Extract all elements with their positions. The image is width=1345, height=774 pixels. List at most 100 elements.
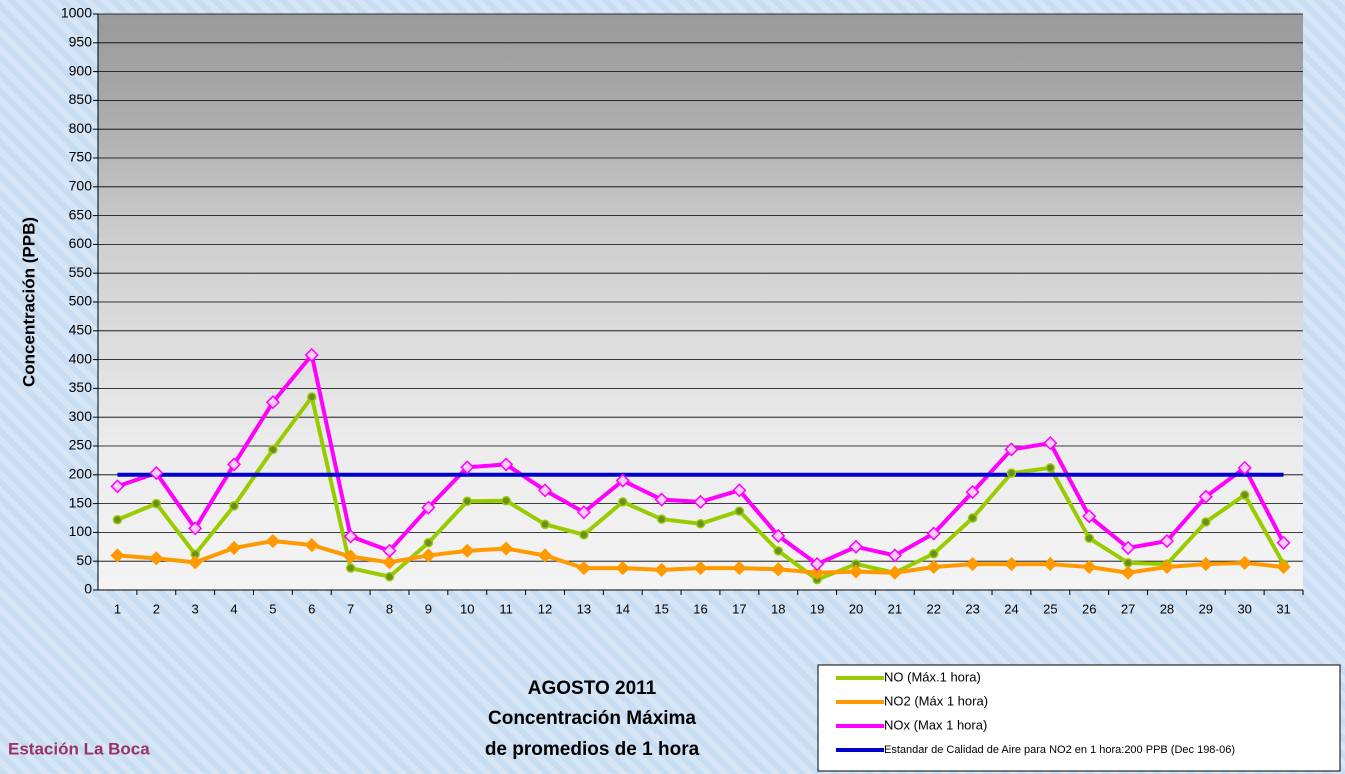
marker — [421, 500, 436, 515]
marker — [112, 514, 123, 525]
marker — [1198, 557, 1213, 572]
marker — [1043, 557, 1058, 572]
y-tick-label: 0 — [84, 581, 92, 597]
marker — [1084, 533, 1094, 543]
x-tick-label: 31 — [1276, 601, 1290, 616]
x-tick-label: 13 — [577, 601, 591, 616]
marker — [149, 551, 164, 566]
marker — [654, 562, 669, 577]
legend-label: NOx (Max 1 hora) — [884, 717, 987, 732]
legend-label: NO (Máx.1 hora) — [884, 669, 981, 684]
marker — [423, 538, 434, 548]
marker — [268, 444, 278, 455]
marker — [265, 533, 280, 549]
x-tick-label: 3 — [192, 601, 199, 616]
chart-title: AGOSTO 2011 — [528, 678, 657, 699]
marker — [540, 519, 550, 530]
y-tick-label: 700 — [69, 178, 93, 194]
x-tick-label: 11 — [499, 601, 513, 616]
marker — [1006, 468, 1017, 478]
y-tick-label: 550 — [69, 264, 93, 280]
y-tick-label: 450 — [69, 322, 93, 338]
marker — [771, 562, 786, 577]
y-tick-label: 50 — [76, 552, 92, 568]
marker — [1201, 517, 1211, 527]
x-tick-label: 8 — [386, 601, 393, 616]
marker — [1276, 559, 1291, 575]
y-tick-label: 950 — [69, 34, 93, 50]
marker — [693, 494, 708, 509]
x-tick-label: 12 — [538, 601, 552, 616]
marker — [151, 498, 162, 509]
marker — [343, 549, 358, 564]
x-tick-label: 16 — [693, 601, 707, 616]
marker — [1082, 509, 1097, 524]
x-tick-label: 14 — [616, 601, 630, 616]
marker — [382, 555, 397, 570]
marker — [188, 555, 203, 570]
marker — [499, 541, 514, 556]
marker — [1121, 540, 1136, 556]
station-label: Estación La Boca — [8, 739, 150, 758]
x-tick-label: 5 — [269, 601, 276, 616]
marker — [848, 564, 864, 579]
marker — [1239, 490, 1250, 500]
marker — [693, 561, 708, 576]
x-tick-label: 24 — [1004, 601, 1018, 616]
marker — [1004, 442, 1019, 457]
marker — [771, 528, 786, 543]
marker — [307, 392, 317, 402]
marker — [615, 561, 630, 576]
marker — [460, 543, 475, 558]
marker — [345, 563, 356, 573]
y-axis-label: Concentración (PPB) — [19, 217, 38, 387]
chart-title: de promedios de 1 hora — [485, 739, 700, 760]
y-tick-label: 300 — [69, 408, 93, 424]
marker — [460, 460, 475, 475]
marker — [1198, 489, 1213, 504]
marker — [887, 548, 902, 563]
x-tick-label: 26 — [1082, 601, 1096, 616]
marker — [304, 538, 319, 553]
marker — [579, 529, 589, 540]
marker — [848, 539, 864, 554]
marker — [226, 540, 242, 556]
y-tick-label: 150 — [69, 494, 93, 510]
legend-label: NO2 (Máx 1 hora) — [884, 693, 988, 708]
legend-label: Estandar de Calidad de Aire para NO2 en … — [884, 744, 1235, 756]
marker — [965, 485, 980, 500]
y-tick-label: 350 — [69, 379, 93, 395]
marker — [926, 526, 941, 541]
x-tick-label: 29 — [1199, 601, 1213, 616]
y-tick-label: 250 — [69, 437, 93, 453]
marker — [304, 347, 319, 363]
y-tick-label: 500 — [69, 293, 93, 309]
marker — [110, 479, 125, 494]
x-tick-label: 28 — [1160, 601, 1174, 616]
x-tick-label: 6 — [308, 601, 315, 616]
x-tick-label: 27 — [1121, 601, 1135, 616]
marker — [537, 548, 553, 563]
x-tick-label: 1 — [114, 601, 121, 616]
marker — [965, 557, 980, 572]
x-tick-label: 30 — [1237, 601, 1251, 616]
marker — [576, 505, 591, 520]
marker — [1276, 535, 1291, 550]
x-tick-label: 20 — [849, 601, 863, 616]
x-tick-label: 2 — [153, 601, 160, 616]
marker — [1237, 555, 1252, 570]
marker — [229, 501, 239, 511]
y-tick-label: 400 — [69, 350, 93, 366]
marker — [1004, 557, 1019, 572]
marker — [110, 548, 125, 563]
y-tick-label: 850 — [69, 91, 93, 107]
marker — [149, 466, 164, 481]
marker — [732, 561, 747, 576]
y-tick-label: 200 — [69, 466, 93, 482]
marker — [615, 473, 630, 488]
x-tick-label: 23 — [965, 601, 979, 616]
marker — [462, 496, 473, 507]
x-tick-label: 18 — [771, 601, 785, 616]
marker — [501, 495, 511, 506]
